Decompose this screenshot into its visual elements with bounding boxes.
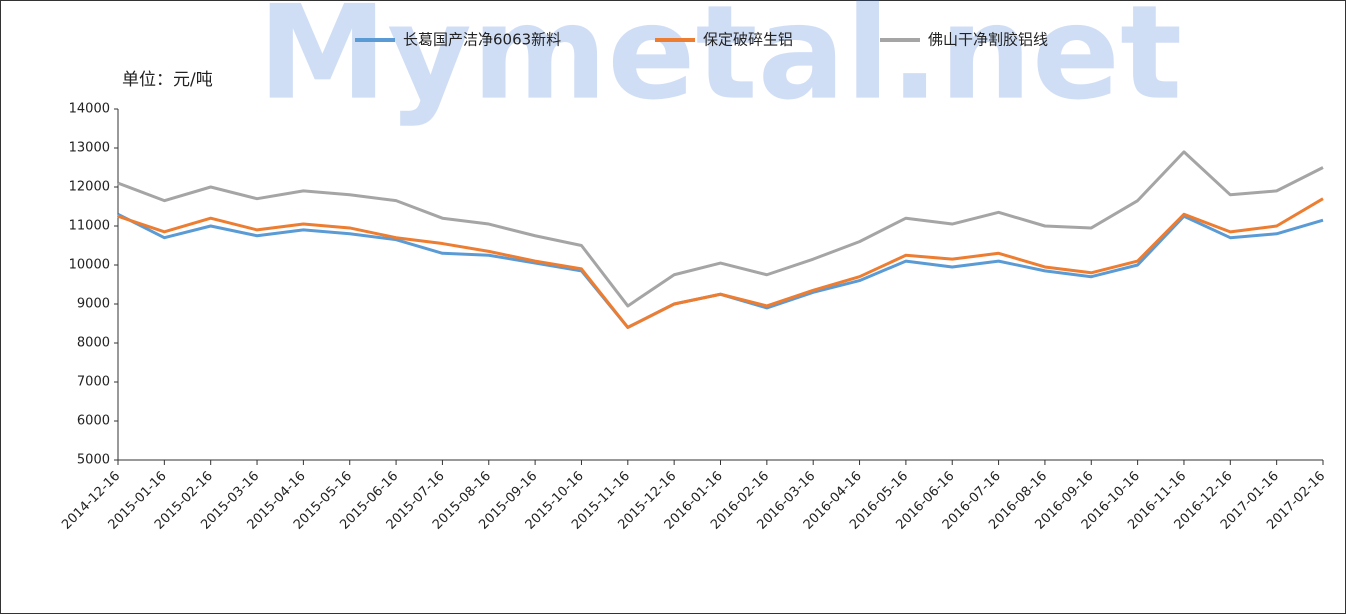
y-tick-label: 8000 [77,336,110,351]
y-tick-label: 7000 [77,375,110,390]
y-tick-label: 11000 [69,219,110,234]
watermark: Mymetal.net [258,0,1182,129]
y-tick-label: 13000 [69,141,110,156]
legend-label: 长葛国产洁净6063新料 [403,31,561,49]
unit-label: 单位：元/吨 [122,70,213,90]
y-tick-label: 14000 [69,102,110,117]
legend-label: 佛山干净割胶铝线 [928,31,1048,49]
series-line [117,197,1324,329]
y-tick-label: 6000 [77,414,110,429]
series-line [117,150,1324,308]
y-tick-label: 10000 [69,258,110,273]
legend-label: 保定破碎生铝 [703,31,793,49]
y-tick-label: 12000 [69,180,110,195]
y-tick-label: 9000 [77,297,110,312]
y-tick-label: 5000 [77,453,110,468]
